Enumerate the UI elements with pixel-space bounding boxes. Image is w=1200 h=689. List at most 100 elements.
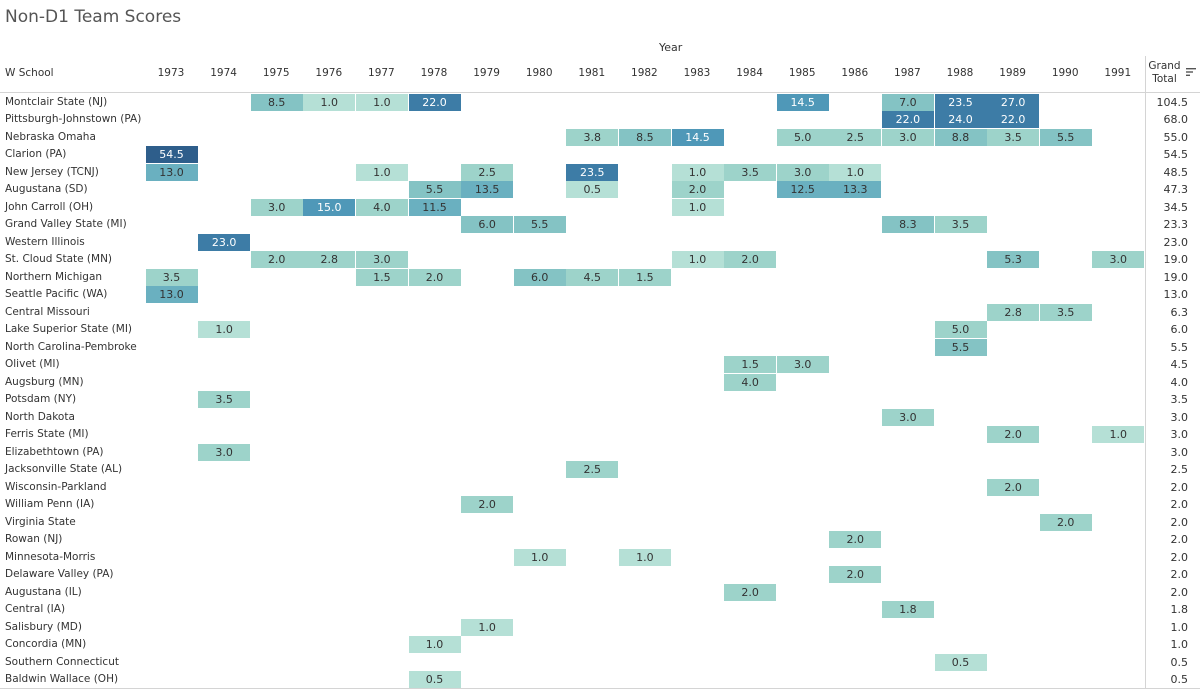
heatmap-cell[interactable]: 2.0 (724, 583, 777, 601)
heatmap-cell[interactable]: 14.5 (671, 128, 724, 146)
heatmap-cell[interactable]: 3.5 (198, 391, 251, 409)
heatmap-cell[interactable]: 13.5 (461, 181, 514, 199)
heatmap-cell[interactable]: 3.0 (776, 356, 829, 374)
heatmap-cell[interactable]: 5.0 (934, 321, 987, 339)
heatmap-cell[interactable]: 1.0 (461, 618, 514, 636)
heatmap-cell[interactable]: 1.0 (408, 636, 461, 654)
heatmap-cell[interactable]: 3.0 (776, 163, 829, 181)
heatmap-cell[interactable]: 1.0 (355, 93, 408, 111)
heatmap-cell[interactable]: 5.5 (408, 181, 461, 199)
heatmap-cell[interactable]: 13.0 (145, 286, 198, 304)
grand-total-header[interactable]: Grand Total (1148, 60, 1181, 85)
heatmap-cell[interactable]: 0.5 (934, 653, 987, 671)
heatmap-cell[interactable]: 15.0 (303, 198, 356, 216)
heatmap-cell[interactable]: 3.0 (1092, 251, 1145, 269)
heatmap-cell[interactable]: 1.0 (671, 198, 724, 216)
heatmap-cell[interactable]: 2.8 (303, 251, 356, 269)
heatmap-cell[interactable]: 23.0 (198, 233, 251, 251)
heatmap-cell[interactable]: 3.5 (724, 163, 777, 181)
heatmap-cell[interactable]: 22.0 (987, 111, 1040, 129)
heatmap-cell[interactable]: 2.0 (461, 496, 514, 514)
year-header-1990[interactable]: 1990 (1051, 67, 1079, 79)
year-header-1988[interactable]: 1988 (946, 67, 974, 79)
heatmap-cell[interactable]: 4.5 (566, 268, 619, 286)
heatmap-cell[interactable]: 1.0 (671, 251, 724, 269)
heatmap-cell[interactable]: 1.0 (303, 93, 356, 111)
heatmap-cell[interactable]: 6.0 (513, 268, 566, 286)
heatmap-cell[interactable]: 2.0 (987, 478, 1040, 496)
year-header-1978[interactable]: 1978 (420, 67, 448, 79)
heatmap-cell[interactable]: 3.5 (987, 128, 1040, 146)
heatmap-cell[interactable]: 23.5 (566, 163, 619, 181)
heatmap-cell[interactable]: 14.5 (776, 93, 829, 111)
heatmap-cell[interactable]: 4.0 (355, 198, 408, 216)
heatmap-cell[interactable]: 0.5 (408, 671, 461, 689)
year-header-1985[interactable]: 1985 (788, 67, 816, 79)
heatmap-cell[interactable]: 8.8 (934, 128, 987, 146)
heatmap-cell[interactable]: 2.5 (829, 128, 882, 146)
heatmap-cell[interactable]: 5.5 (513, 216, 566, 234)
heatmap-cell[interactable]: 27.0 (987, 93, 1040, 111)
heatmap-cell[interactable]: 2.0 (408, 268, 461, 286)
year-header-1984[interactable]: 1984 (736, 67, 763, 79)
year-header-1980[interactable]: 1980 (525, 67, 553, 79)
heatmap-cell[interactable]: 2.0 (250, 251, 303, 269)
heatmap-cell[interactable]: 8.5 (250, 93, 303, 111)
heatmap-cell[interactable]: 2.0 (724, 251, 777, 269)
heatmap-cell[interactable]: 2.0 (987, 426, 1040, 444)
heatmap-cell[interactable]: 6.0 (461, 216, 514, 234)
heatmap-cell[interactable]: 3.0 (250, 198, 303, 216)
heatmap-cell[interactable]: 54.5 (145, 146, 198, 164)
heatmap-cell[interactable]: 1.0 (829, 163, 882, 181)
heatmap-cell[interactable]: 3.5 (145, 268, 198, 286)
heatmap-cell[interactable]: 3.0 (881, 408, 934, 426)
year-header-1987[interactable]: 1987 (894, 67, 921, 79)
heatmap-cell[interactable]: 2.0 (829, 531, 882, 549)
heatmap-cell[interactable]: 5.5 (934, 338, 987, 356)
heatmap-cell[interactable]: 1.0 (618, 548, 671, 566)
heatmap-cell[interactable]: 22.0 (881, 111, 934, 129)
heatmap-cell[interactable]: 24.0 (934, 111, 987, 129)
heatmap-cell[interactable]: 13.0 (145, 163, 198, 181)
year-header-1982[interactable]: 1982 (631, 67, 658, 79)
heatmap-cell[interactable]: 7.0 (881, 93, 934, 111)
year-header-1991[interactable]: 1991 (1104, 67, 1132, 79)
heatmap-cell[interactable]: 8.3 (881, 216, 934, 234)
heatmap-cell[interactable]: 5.3 (987, 251, 1040, 269)
heatmap-cell[interactable]: 1.0 (355, 163, 408, 181)
heatmap-cell[interactable]: 23.5 (934, 93, 987, 111)
year-header-1986[interactable]: 1986 (841, 67, 869, 79)
heatmap-cell[interactable]: 11.5 (408, 198, 461, 216)
year-header-1976[interactable]: 1976 (315, 67, 343, 79)
year-header-1981[interactable]: 1981 (578, 67, 606, 79)
heatmap-cell[interactable]: 2.0 (1039, 513, 1092, 531)
heatmap-cell[interactable]: 5.5 (1039, 128, 1092, 146)
heatmap-cell[interactable]: 2.5 (461, 163, 514, 181)
heatmap-cell[interactable]: 3.0 (355, 251, 408, 269)
heatmap-cell[interactable]: 8.5 (618, 128, 671, 146)
heatmap-cell[interactable]: 3.8 (566, 128, 619, 146)
heatmap-cell[interactable]: 3.0 (198, 443, 251, 461)
heatmap-cell[interactable]: 1.0 (671, 163, 724, 181)
heatmap-cell[interactable]: 1.5 (724, 356, 777, 374)
year-header-1983[interactable]: 1983 (683, 67, 711, 79)
heatmap-cell[interactable]: 1.5 (618, 268, 671, 286)
year-header-1973[interactable]: 1973 (157, 67, 185, 79)
heatmap-cell[interactable]: 2.5 (566, 461, 619, 479)
heatmap-cell[interactable]: 1.5 (355, 268, 408, 286)
sort-descending-icon[interactable] (1186, 67, 1196, 77)
heatmap-cell[interactable]: 3.5 (934, 216, 987, 234)
heatmap-cell[interactable]: 1.0 (198, 321, 251, 339)
heatmap-cell[interactable]: 0.5 (566, 181, 619, 199)
heatmap-cell[interactable]: 12.5 (776, 181, 829, 199)
school-column-header[interactable]: W School (5, 67, 54, 79)
heatmap-cell[interactable]: 3.5 (1039, 303, 1092, 321)
heatmap-cell[interactable]: 13.3 (829, 181, 882, 199)
heatmap-cell[interactable]: 4.0 (724, 373, 777, 391)
heatmap-cell[interactable]: 3.0 (881, 128, 934, 146)
heatmap-cell[interactable]: 2.0 (671, 181, 724, 199)
heatmap-cell[interactable]: 1.8 (881, 601, 934, 619)
year-header-1989[interactable]: 1989 (999, 67, 1026, 79)
heatmap-cell[interactable]: 1.0 (1092, 426, 1145, 444)
year-header-1975[interactable]: 1975 (262, 67, 290, 79)
